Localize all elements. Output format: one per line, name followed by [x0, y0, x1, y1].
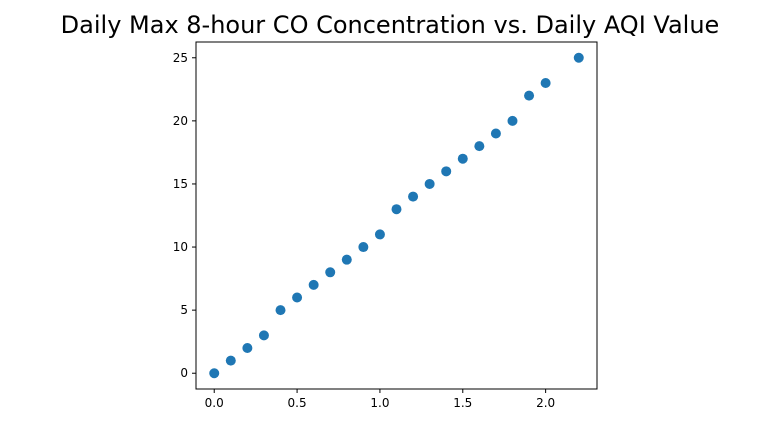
- y-tick-label: 10: [173, 240, 188, 254]
- data-point: [507, 115, 518, 126]
- data-point: [308, 279, 319, 290]
- x-tick-label: 0.5: [288, 396, 307, 410]
- data-point: [292, 292, 303, 303]
- y-tick-label: 0: [180, 366, 188, 380]
- data-point: [540, 78, 551, 89]
- data-point: [391, 204, 402, 215]
- x-axis: 0.0 0.5 1.0 1.5 2.0: [205, 389, 555, 410]
- data-point: [474, 141, 485, 152]
- plot-area: [195, 41, 598, 390]
- axes-frame: [195, 41, 598, 390]
- y-tick-label: 15: [173, 177, 188, 191]
- y-tick-label: 5: [180, 303, 188, 317]
- x-tick-label: 1.5: [453, 396, 472, 410]
- data-point: [490, 128, 501, 139]
- x-tick-label: 2.0: [536, 396, 555, 410]
- data-point: [258, 330, 269, 341]
- data-point: [374, 229, 385, 240]
- y-axis: 0 5 10 15 20 25: [173, 51, 196, 380]
- data-point: [358, 242, 369, 253]
- data-point: [524, 90, 535, 101]
- y-tick-label: 20: [173, 114, 188, 128]
- data-point: [341, 254, 352, 265]
- data-point: [573, 52, 584, 63]
- x-tick-label: 0.0: [205, 396, 224, 410]
- data-point: [275, 305, 286, 316]
- data-point: [225, 355, 236, 366]
- y-tick-label: 25: [173, 51, 188, 65]
- data-point: [325, 267, 336, 278]
- data-point: [441, 166, 452, 177]
- data-point: [408, 191, 419, 202]
- chart-title: Daily Max 8-hour CO Concentration vs. Da…: [61, 11, 720, 39]
- data-point: [457, 153, 468, 164]
- x-tick-label: 1.0: [370, 396, 389, 410]
- data-point: [209, 368, 220, 379]
- data-point: [242, 342, 253, 353]
- data-points: [209, 52, 584, 379]
- data-point: [424, 178, 435, 189]
